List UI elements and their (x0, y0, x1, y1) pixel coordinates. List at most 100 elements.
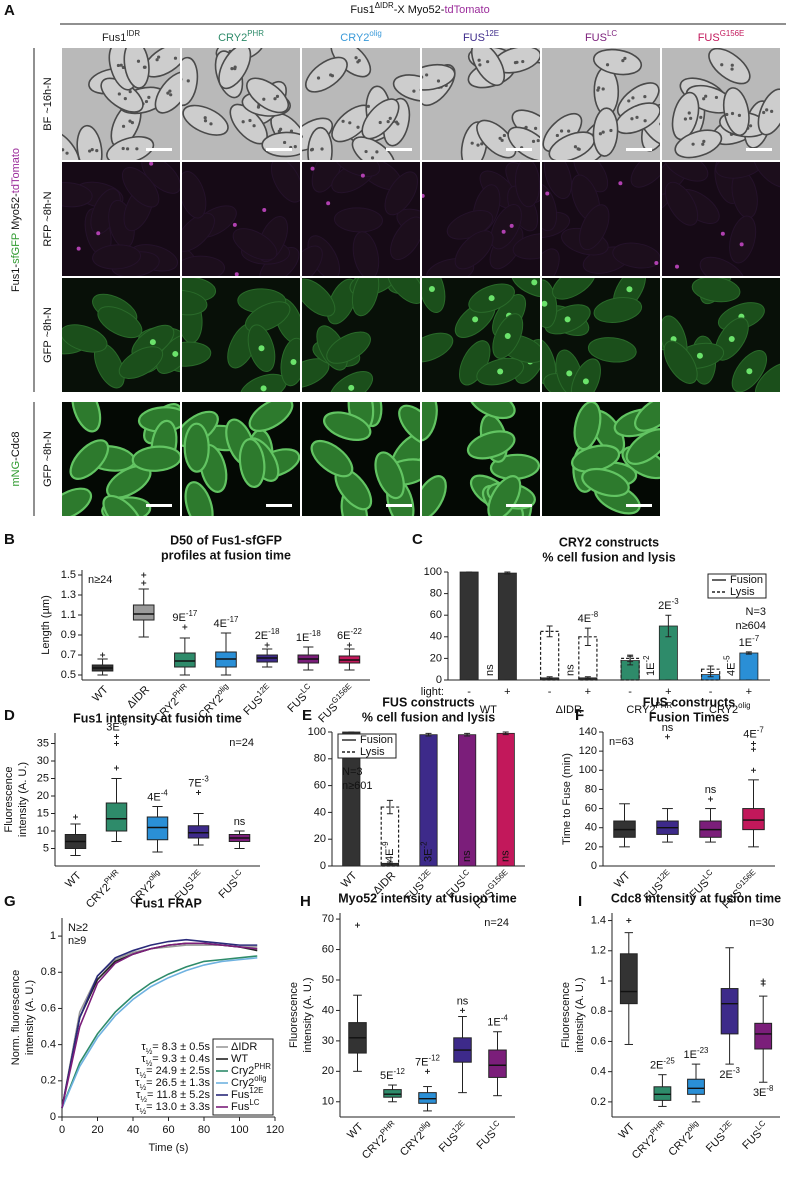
bar (700, 668, 721, 681)
focus (618, 181, 623, 186)
series-line (61, 955, 258, 1109)
cell (722, 87, 750, 137)
x-tick-label: 100 (230, 1124, 248, 1136)
cell (390, 216, 420, 261)
cell (587, 337, 637, 363)
p-value-label-part: -7 (757, 725, 764, 734)
y-axis-label: Fluorescence (560, 982, 572, 1048)
error-bar (665, 614, 672, 638)
legend-label-part: WT (231, 1053, 248, 1065)
row-label: BF ~16h-N (42, 77, 54, 131)
y-tick-label: 100 (424, 566, 442, 578)
y-tick-label: 0.2 (41, 1075, 56, 1087)
tau-label-part: τ (135, 1077, 140, 1089)
tau-label-part: τ (135, 1101, 140, 1113)
focus (488, 295, 495, 302)
y-axis-label: Fluorescence (288, 982, 300, 1048)
cell (542, 183, 558, 232)
tau-label: τ½= 13.0 ± 3.3s (135, 1101, 210, 1116)
cell (593, 297, 643, 323)
error-bar (464, 732, 471, 737)
p-value-label-part: -25 (663, 1056, 675, 1065)
light-level: - (467, 686, 471, 698)
micrograph (542, 402, 660, 516)
cell (754, 362, 780, 392)
vacuole (293, 144, 297, 149)
y-tick-label: 0 (50, 1111, 56, 1123)
light-level: - (548, 686, 552, 698)
vacuole (737, 113, 742, 117)
outlier (425, 1068, 430, 1074)
focus (472, 316, 479, 323)
vacuole (275, 94, 280, 99)
p-value-label-part: 4E (147, 791, 160, 803)
legend-label: Fus12E (231, 1086, 263, 1101)
p-value-label-part: 4E (743, 728, 756, 740)
outlier (665, 734, 670, 740)
panel-a-header-part: tdTomato (444, 4, 489, 16)
micrograph (542, 278, 660, 392)
outlier (114, 765, 119, 771)
cell (183, 422, 210, 473)
x-tick-label-part: WT (339, 869, 360, 890)
vacuole (527, 43, 530, 46)
vacuole (116, 63, 121, 68)
cell (361, 98, 400, 140)
cell (97, 306, 143, 339)
x-tick-label-part: FUS (241, 694, 265, 718)
vacuole (279, 127, 283, 131)
error-bar (627, 654, 634, 663)
tau-label-part: ½ (146, 1059, 153, 1068)
x-tick-label: WT (90, 683, 111, 704)
legend-label: Lysis (360, 746, 385, 758)
y-axis-label: Fluorescence (3, 766, 15, 832)
side-label-part: Myo52- (10, 193, 22, 233)
p-value-label-part: -4 (501, 1013, 509, 1022)
p-value-label-part: ns (457, 995, 469, 1007)
side-label-part: -Cdc8 (10, 431, 22, 460)
vacuole (121, 146, 125, 151)
bar (539, 630, 560, 681)
vacuole (702, 139, 706, 143)
vacuole (701, 142, 705, 146)
y-tick-label: 1.5 (61, 569, 76, 581)
x-tick-label-part: WT (90, 683, 111, 704)
micrograph (662, 48, 780, 160)
outlier (460, 1007, 465, 1013)
chart-title: FUS constructs (382, 695, 474, 709)
cell (131, 445, 180, 472)
series-line (61, 938, 258, 1109)
focus (564, 316, 571, 323)
y-tick-label: 0.4 (591, 1066, 606, 1078)
p-value-label-part: 3E (753, 1087, 766, 1099)
vacuole (166, 91, 170, 95)
y-tick-label: 0 (320, 860, 326, 872)
chart-title: CRY2 constructs (559, 535, 659, 549)
cell (422, 332, 454, 363)
vacuole (478, 63, 482, 67)
p-value-label-part: 4E (214, 618, 227, 630)
panel-a-header-part: ΔIDR (375, 1, 394, 10)
error-bar (707, 665, 714, 673)
micrograph (422, 402, 540, 516)
cell (106, 135, 155, 160)
vacuole (273, 97, 277, 101)
micrograph (542, 162, 660, 276)
y-axis-label: intensity (A. U.) (17, 762, 29, 837)
p-value-label: 3E-2 (419, 842, 434, 863)
outlier (355, 922, 360, 928)
note: n≥604 (735, 620, 766, 632)
p-value-label-part: -2 (642, 656, 651, 663)
tau-label-part: = 11.8 ± 5.2s (147, 1089, 211, 1101)
chart-title: profiles at fusion time (161, 548, 291, 562)
error-bar (584, 627, 591, 646)
column-label-part: IDR (126, 29, 140, 38)
p-value-label: ns (705, 784, 717, 796)
vacuole (370, 156, 375, 160)
x-tick-label-part: WT (63, 869, 84, 890)
cell (512, 233, 540, 260)
box (146, 816, 169, 841)
bar (578, 636, 598, 681)
legend-label-part: LC (249, 1098, 259, 1107)
vacuole (643, 119, 647, 123)
